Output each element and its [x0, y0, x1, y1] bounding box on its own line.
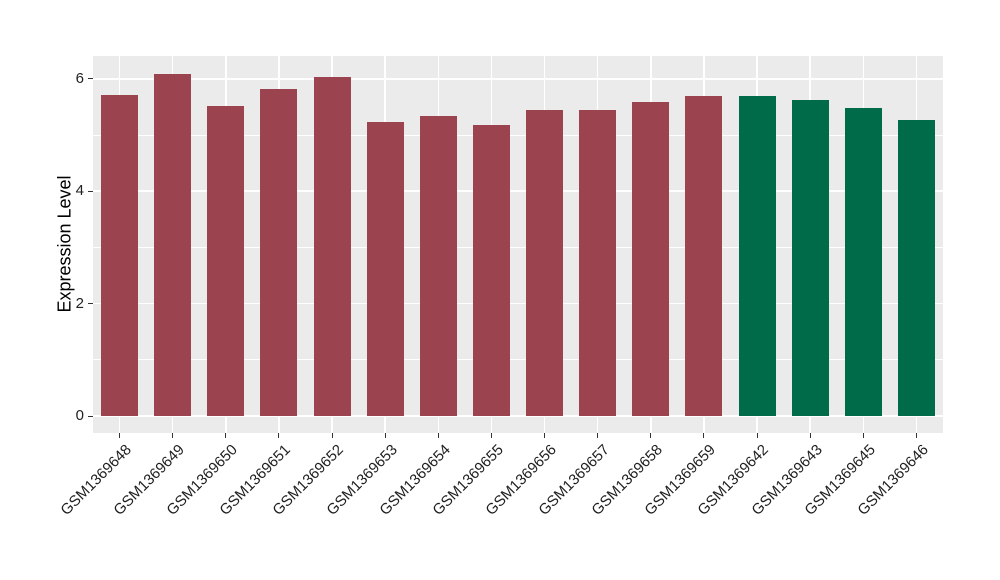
bar-GSM1369643: [791, 100, 829, 416]
bar-GSM1369648: [101, 94, 139, 416]
bar-GSM1369642: [738, 95, 776, 416]
bar-GSM1369645: [844, 108, 882, 416]
minor-gridline: [93, 134, 943, 136]
minor-gridline: [93, 359, 943, 361]
bar-GSM1369657: [579, 109, 617, 416]
x-tick-mark: [544, 433, 546, 438]
major-gridline: [93, 415, 943, 417]
bar-GSM1369650: [207, 105, 245, 416]
major-gridline: [93, 190, 943, 192]
y-tick-label: 0: [75, 407, 84, 424]
y-tick-label: 4: [75, 182, 84, 200]
major-gridline: [93, 302, 943, 305]
bar-GSM1369649: [154, 74, 192, 416]
x-tick-mark: [703, 433, 705, 438]
y-tick-mark: [88, 190, 93, 192]
y-tick-label: 6: [75, 69, 84, 87]
x-tick-mark: [225, 433, 227, 438]
x-tick-mark: [172, 433, 174, 438]
x-tick-mark: [490, 433, 492, 438]
x-tick-mark: [384, 433, 386, 438]
bar-GSM1369659: [685, 96, 723, 416]
x-tick-mark: [650, 433, 652, 438]
bar-GSM1369658: [632, 102, 670, 416]
minor-gridline: [93, 247, 943, 248]
bar-GSM1369651: [260, 88, 298, 416]
bar-GSM1369654: [419, 116, 457, 416]
plot-panel: [93, 56, 943, 433]
bar-GSM1369655: [472, 124, 510, 416]
bar-GSM1369653: [366, 122, 404, 416]
bar-GSM1369652: [313, 77, 351, 416]
x-tick-mark: [809, 433, 811, 438]
y-tick-mark: [88, 303, 93, 305]
x-tick-mark: [756, 433, 758, 438]
x-tick-mark: [862, 433, 864, 438]
x-tick-mark: [437, 433, 439, 438]
bar-GSM1369656: [526, 110, 564, 416]
x-tick-mark: [278, 433, 280, 438]
x-tick-mark: [119, 433, 121, 438]
y-tick-mark: [88, 415, 93, 417]
x-tick-mark: [597, 433, 599, 438]
x-tick-mark: [915, 433, 917, 438]
bar-GSM1369646: [897, 119, 935, 416]
y-tick-mark: [88, 78, 93, 80]
major-gridline: [93, 78, 943, 80]
x-tick-mark: [331, 433, 333, 438]
y-tick-label: 2: [75, 294, 84, 312]
